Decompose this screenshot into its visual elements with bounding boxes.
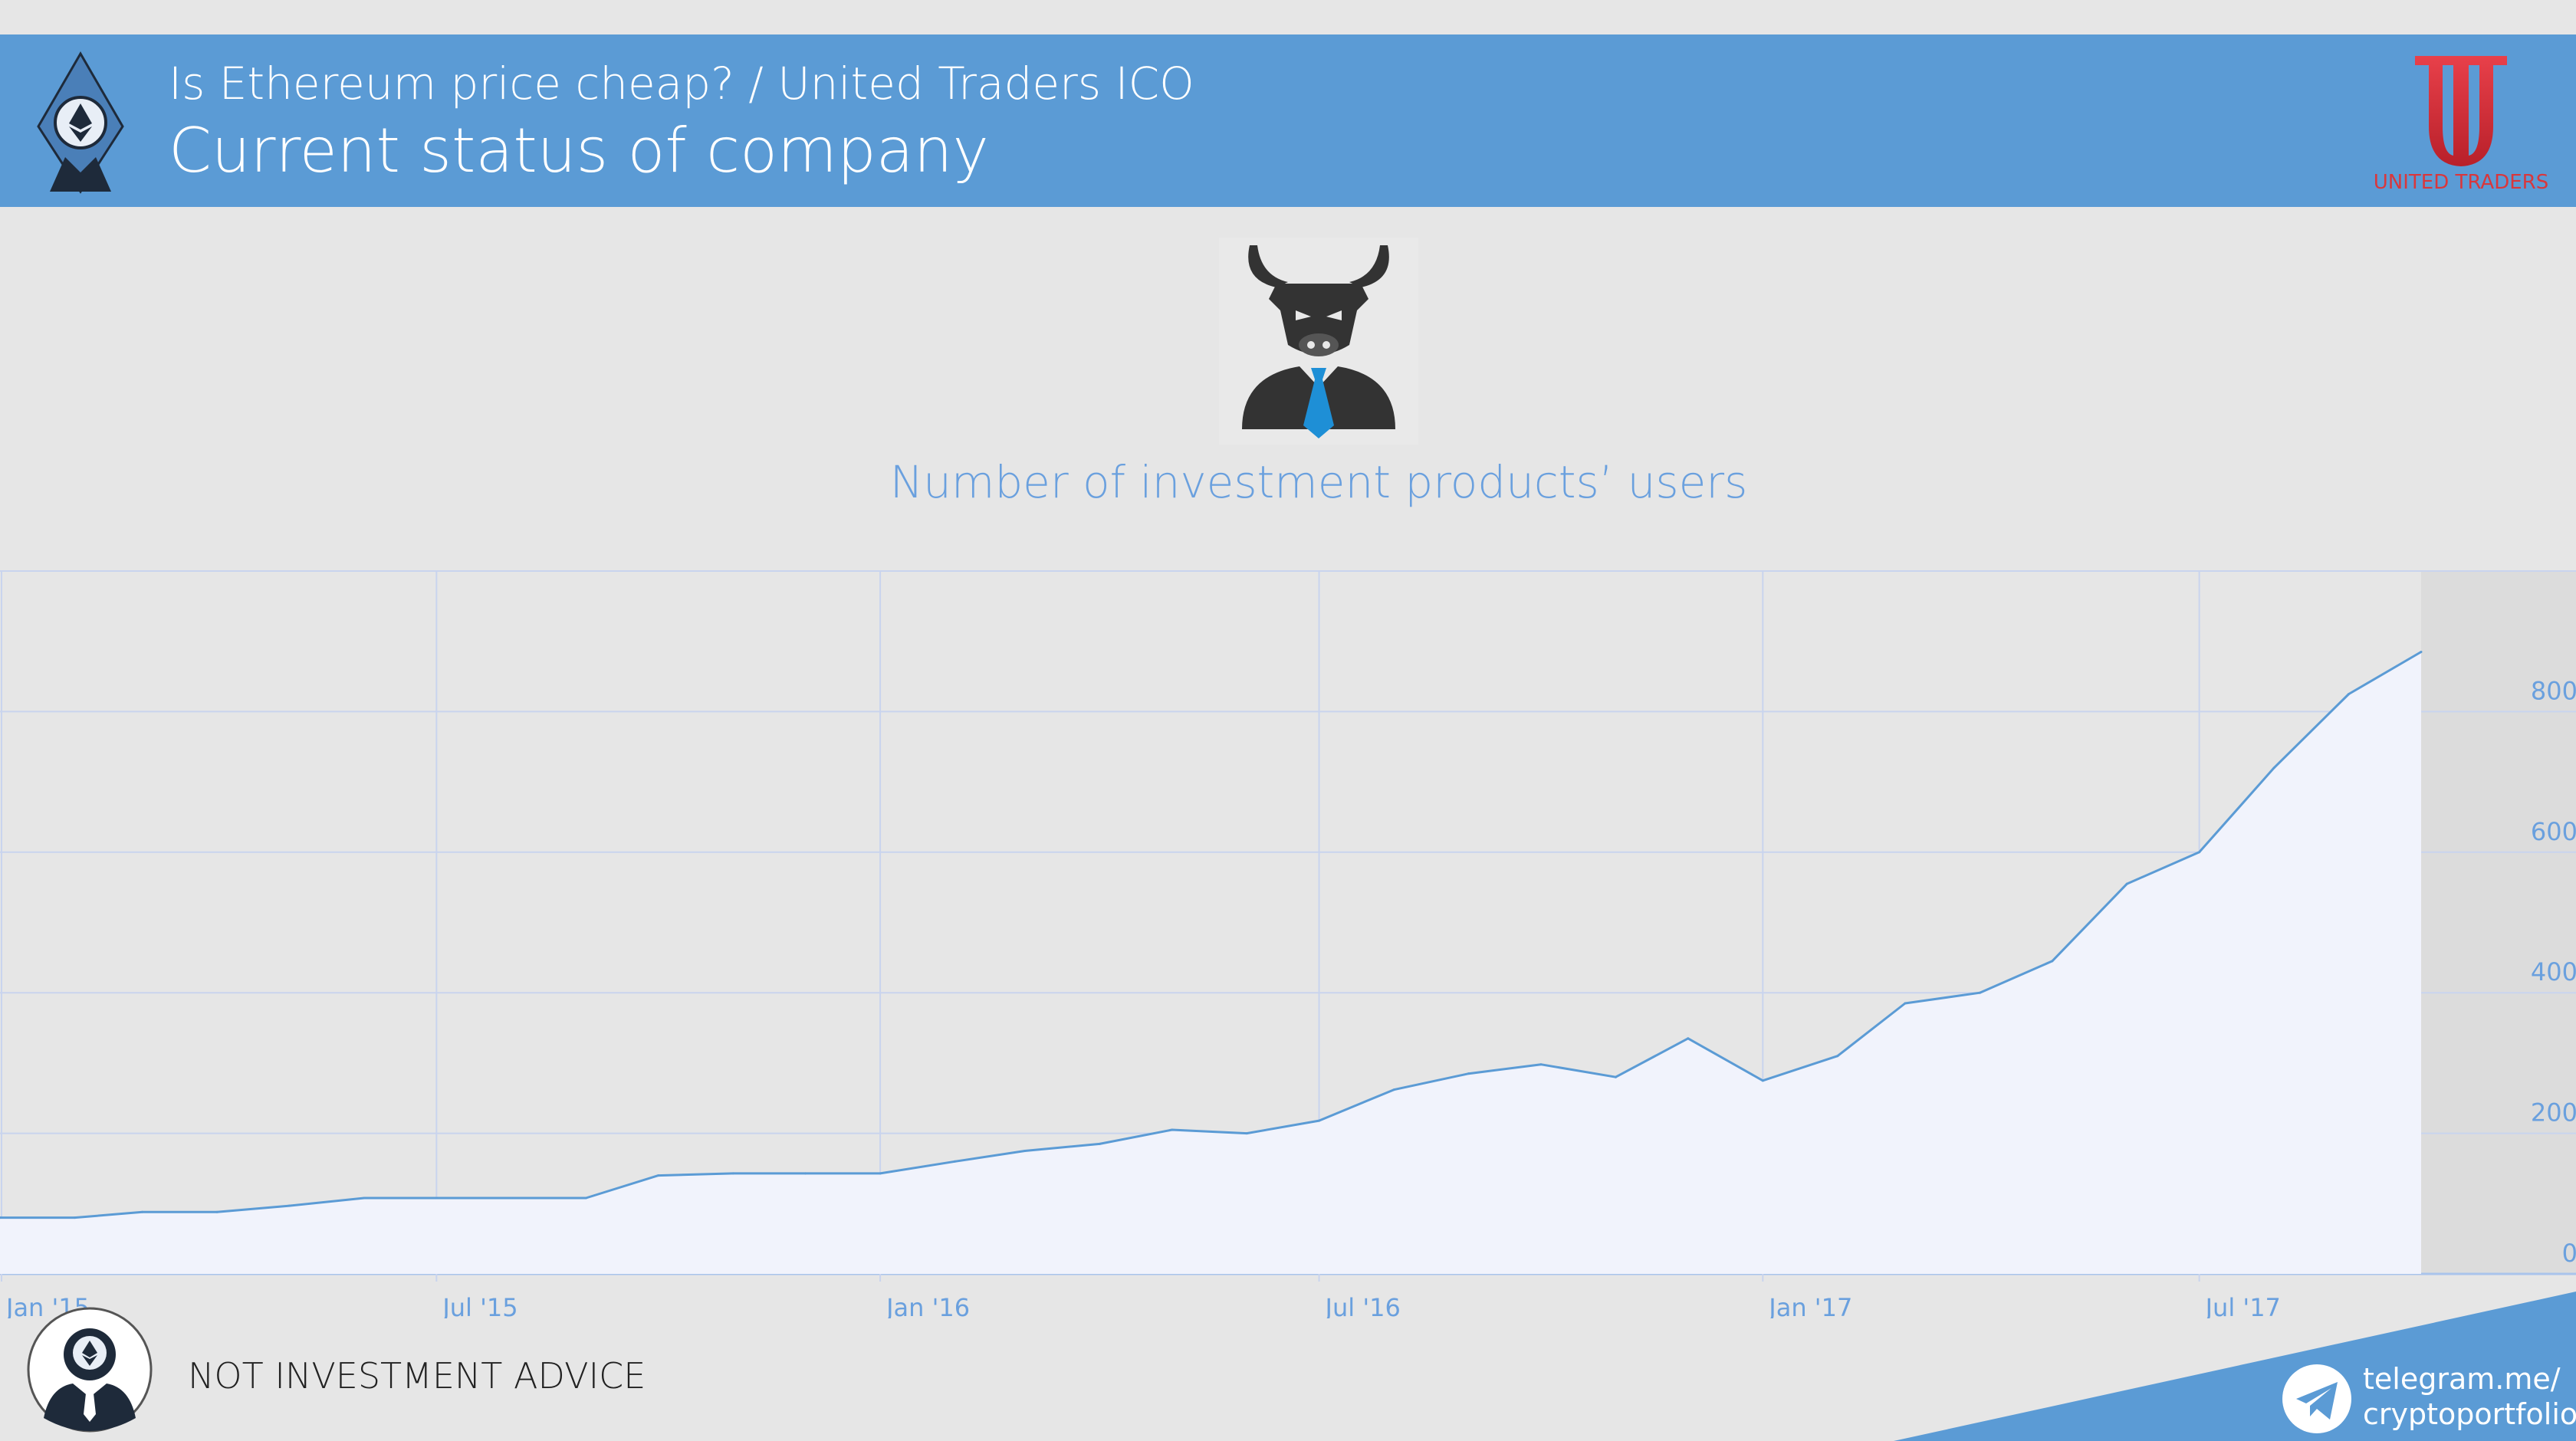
telegram-line-2: cryptoportfolio [2363,1397,2576,1431]
data-point [2272,766,2275,770]
data-point [1687,1037,1690,1040]
data-point [1098,1142,1101,1145]
disclaimer: NOT INVESTMENT ADVICE [188,1355,646,1397]
x-tick-label: Jul '16 [1324,1293,1401,1318]
data-point [1245,1132,1248,1135]
data-point [2198,851,2201,854]
data-point [288,1204,291,1207]
data-point [1467,1072,1470,1075]
data-point [584,1196,587,1200]
data-point [804,1172,807,1175]
data-point [435,1196,438,1200]
data-point [510,1196,513,1200]
header-band: Is Ethereum price cheap? / United Trader… [0,34,2576,207]
x-tick-label: Jul '17 [2204,1293,2281,1318]
data-point [363,1196,366,1200]
data-point [657,1174,660,1177]
data-point [1836,1055,1839,1058]
data-point [0,1216,2,1219]
y-tick-label: 600 [2531,817,2576,846]
avatar [27,1307,153,1433]
data-point [731,1172,734,1175]
data-point [1024,1150,1027,1153]
brand-name: UNITED TRADERS [2373,171,2549,194]
data-point [141,1210,144,1213]
bull-businessman-icon [1219,238,1418,445]
data-point [1318,1119,1321,1122]
series-area [0,652,2421,1274]
x-tick-label: Jan '17 [1767,1293,1852,1318]
y-tick-label: 200 [2531,1098,2576,1128]
telegram-icon[interactable] [2281,1363,2354,1436]
data-point [215,1210,219,1213]
telegram-link[interactable]: telegram.me/ cryptoportfolio [2363,1361,2576,1432]
data-point [1904,1002,1907,1005]
header-subtitle: Is Ethereum price cheap? / United Trader… [169,57,1194,110]
y-axis: 0 200 400 600 800 [2531,676,2576,1268]
plot-right-band [2421,571,2576,1274]
data-point [1392,1088,1395,1091]
chart-series [0,650,2423,1274]
y-tick-label: 800 [2531,676,2576,705]
x-axis: Jan '15 Jul '15 Jan '16 Jul '16 Jan '17 Jul '… [5,1293,2281,1318]
x-tick-label: Jul '15 [441,1293,518,1318]
page-title: Current status of company [169,115,989,186]
y-tick-label: 0 [2562,1239,2576,1268]
data-point [1761,1079,1764,1082]
data-point [2348,692,2351,695]
data-point [2051,960,2054,963]
data-point [2125,882,2128,885]
data-point [1614,1075,1617,1078]
chart-title: Number of investment products’ users [889,456,1748,508]
data-point [879,1172,882,1175]
x-tick-label: Jan '16 [885,1293,970,1318]
data-point [2420,650,2423,653]
chart-grid [0,570,2576,1282]
series-line [0,651,2422,1219]
ethereum-suit-man-icon [37,51,124,194]
data-point [1539,1063,1543,1066]
united-traders-logo [2415,56,2507,166]
data-point [954,1160,957,1163]
telegram-line-1: telegram.me/ [2363,1362,2561,1396]
y-tick-label: 400 [2531,957,2576,986]
data-point [74,1216,77,1219]
data-point [1978,991,1981,994]
data-point [1171,1128,1174,1131]
